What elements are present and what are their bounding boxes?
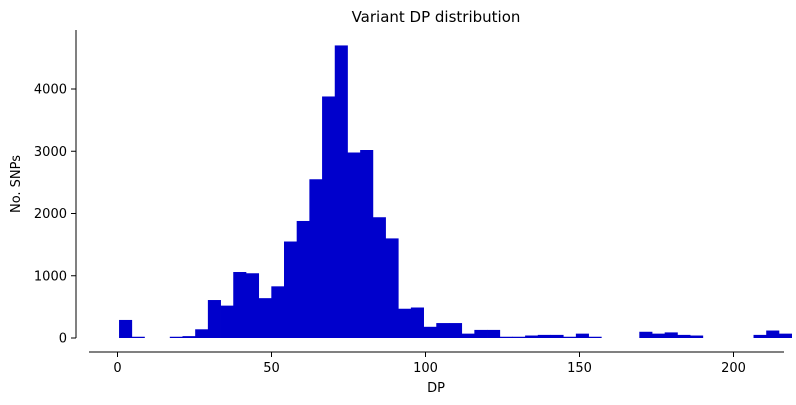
histogram-bar — [677, 334, 691, 338]
chart-title: Variant DP distribution — [352, 8, 521, 26]
histogram-bar — [119, 319, 133, 338]
histogram-bar — [322, 96, 336, 338]
histogram-bar — [284, 241, 298, 338]
histogram-bar — [690, 335, 704, 338]
y-tick-label: 4000 — [34, 83, 67, 98]
histogram-bar — [360, 150, 374, 338]
y-ticks-group: 0 1000 2000 3000 4000 — [34, 83, 76, 347]
histogram-bar — [537, 334, 551, 338]
histogram-bar — [271, 286, 285, 338]
x-axis-label: DP — [427, 381, 445, 396]
histogram-bar — [575, 333, 589, 338]
histogram-bar — [563, 336, 577, 338]
histogram-bar — [550, 334, 564, 338]
y-tick-label: 0 — [59, 332, 67, 347]
histogram-bar — [487, 329, 501, 338]
histogram-bar — [499, 336, 513, 338]
x-tick-label: 200 — [721, 361, 746, 376]
x-ticks-group: 0 50 100 150 200 — [113, 352, 746, 376]
histogram-bar — [309, 179, 323, 338]
histogram-bar — [220, 305, 234, 338]
y-tick-label: 3000 — [34, 145, 67, 160]
histogram-bar — [169, 336, 183, 338]
x-tick-label: 50 — [263, 361, 280, 376]
histogram-bar — [525, 335, 539, 338]
bars-group — [119, 45, 792, 339]
x-tick-label: 100 — [413, 361, 438, 376]
histogram-bar — [398, 308, 412, 338]
histogram-bar — [195, 329, 209, 338]
histogram-bar — [639, 331, 653, 338]
x-tick-label: 0 — [113, 361, 121, 376]
x-tick-label: 150 — [567, 361, 592, 376]
histogram-bar — [474, 329, 488, 338]
histogram-bar — [233, 272, 247, 338]
histogram-bar — [461, 333, 475, 338]
histogram-bar — [753, 334, 767, 338]
histogram-bar — [448, 323, 463, 338]
y-tick-label: 1000 — [34, 269, 67, 284]
histogram-bar — [207, 300, 221, 338]
histogram-bar — [258, 298, 272, 338]
histogram-bar — [766, 330, 780, 338]
histogram-bar — [436, 323, 450, 338]
y-axis-label: No. SNPs — [9, 155, 24, 213]
histogram-bar — [131, 336, 145, 338]
histogram-bar — [245, 273, 260, 338]
histogram-bar — [512, 336, 526, 338]
histogram-bar — [347, 152, 361, 338]
histogram-bar — [588, 336, 602, 338]
histogram-bar — [652, 333, 666, 338]
histogram-bar — [182, 336, 196, 338]
histogram-bar — [664, 332, 678, 338]
histogram-bar — [778, 333, 792, 338]
histogram-bar — [372, 217, 386, 338]
histogram-bar — [410, 307, 424, 338]
histogram-bar — [334, 45, 348, 339]
histogram-bar — [385, 238, 399, 338]
y-tick-label: 2000 — [34, 207, 67, 222]
histogram-bar — [296, 220, 310, 338]
histogram-bar — [423, 326, 437, 338]
